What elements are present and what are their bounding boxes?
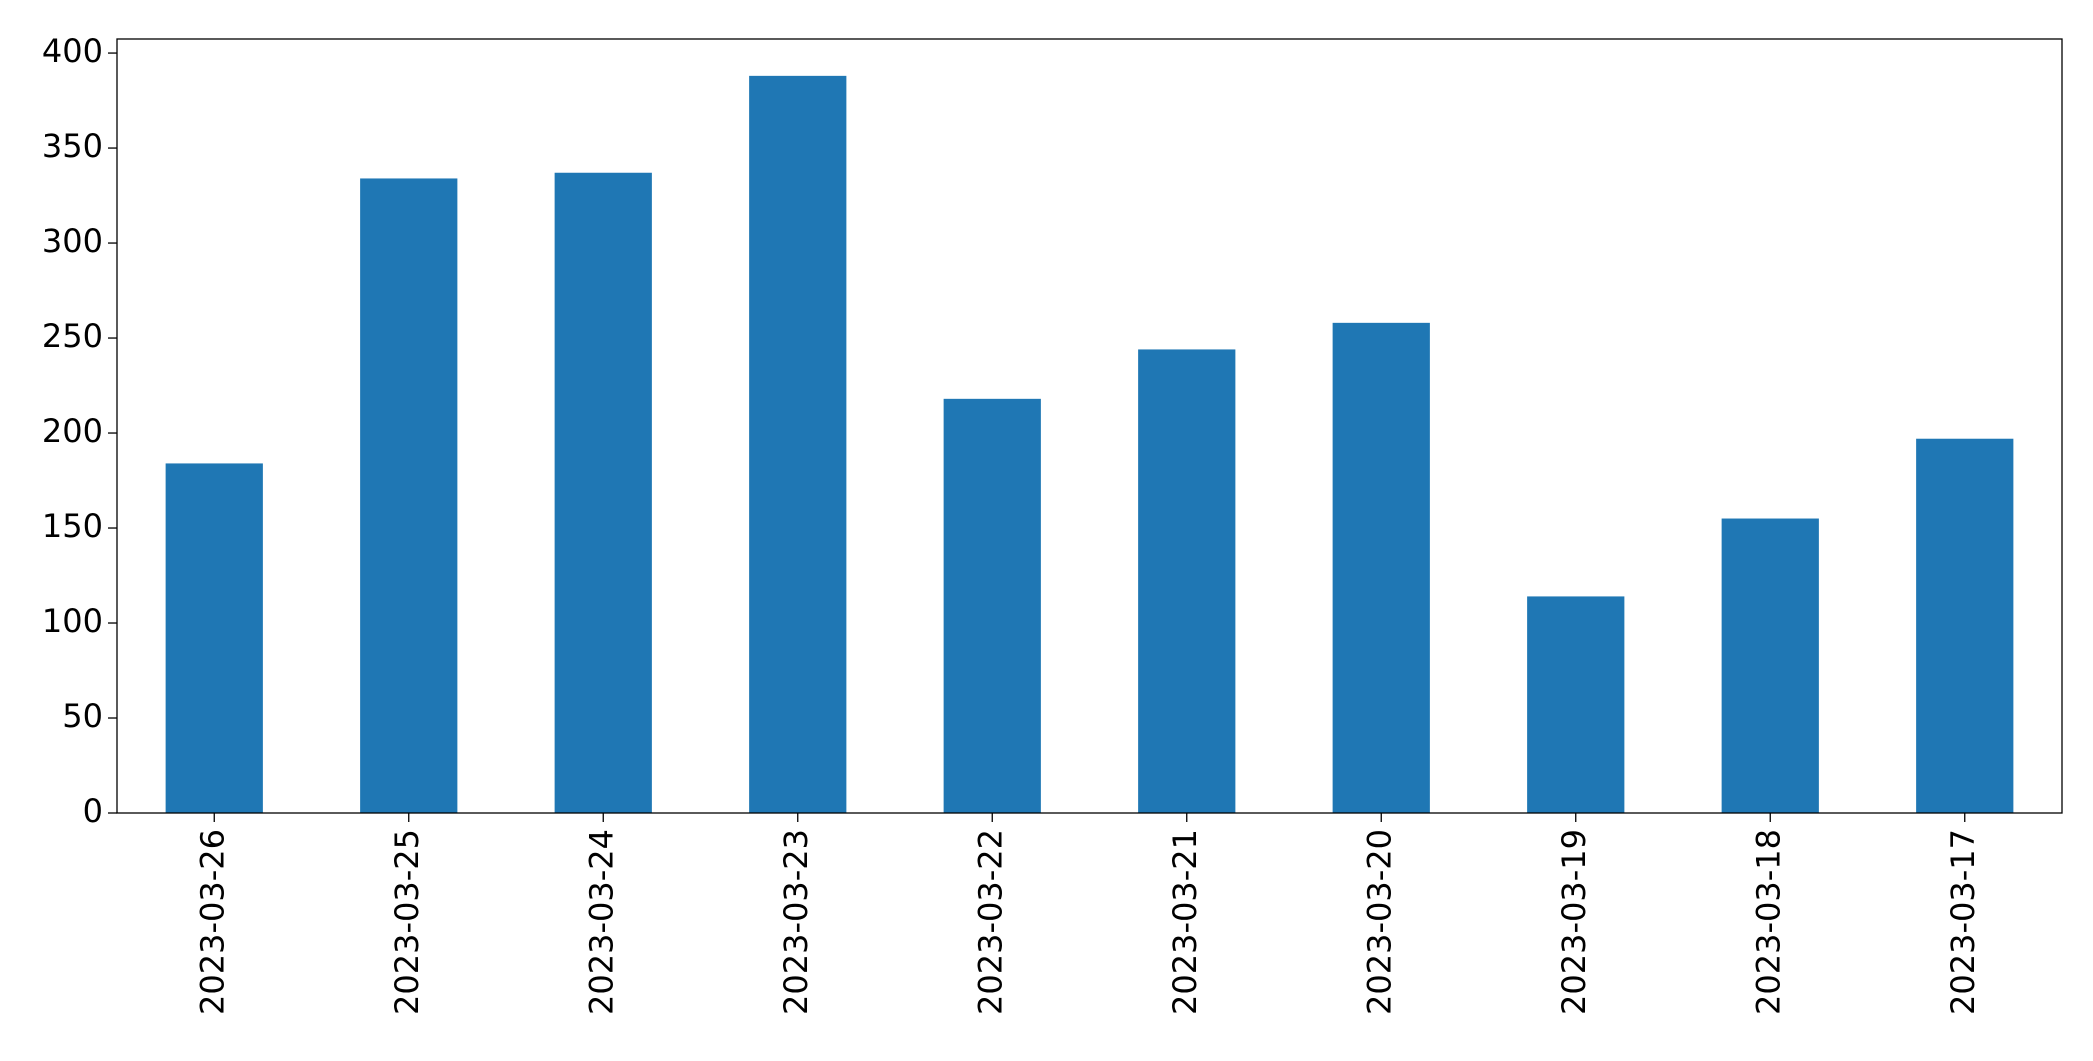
bar	[1527, 596, 1625, 813]
x-tick-label: 2023-03-25	[388, 829, 426, 1015]
bar	[1916, 438, 2014, 813]
y-tick-label: 200	[42, 412, 103, 450]
plot-frame	[116, 38, 2063, 814]
bar	[1332, 322, 1430, 813]
x-tick-label: 2023-03-24	[582, 829, 620, 1015]
y-tick-label: 150	[42, 507, 103, 545]
x-tick-label: 2023-03-20	[1360, 829, 1398, 1015]
x-tick-label: 2023-03-19	[1555, 829, 1593, 1015]
bar	[165, 463, 263, 813]
x-tick-label: 2023-03-23	[777, 829, 815, 1015]
bar	[1138, 349, 1236, 813]
bar	[943, 398, 1041, 813]
x-tick-label: 2023-03-17	[1944, 829, 1982, 1015]
y-tick-label: 0	[83, 792, 103, 830]
bar	[360, 178, 458, 813]
bar	[749, 75, 847, 814]
bar	[1721, 518, 1819, 813]
y-tick-label: 50	[62, 697, 103, 735]
x-tick-label: 2023-03-26	[193, 829, 231, 1015]
y-tick-label: 100	[42, 602, 103, 640]
y-tick-label: 350	[42, 127, 103, 165]
x-tick-label: 2023-03-21	[1166, 829, 1204, 1015]
y-tick-label: 250	[42, 317, 103, 355]
x-tick-label: 2023-03-22	[971, 829, 1009, 1015]
x-tick-label: 2023-03-18	[1749, 829, 1787, 1015]
y-tick-label: 400	[42, 32, 103, 70]
bar	[554, 172, 652, 813]
y-tick-label: 300	[42, 222, 103, 260]
